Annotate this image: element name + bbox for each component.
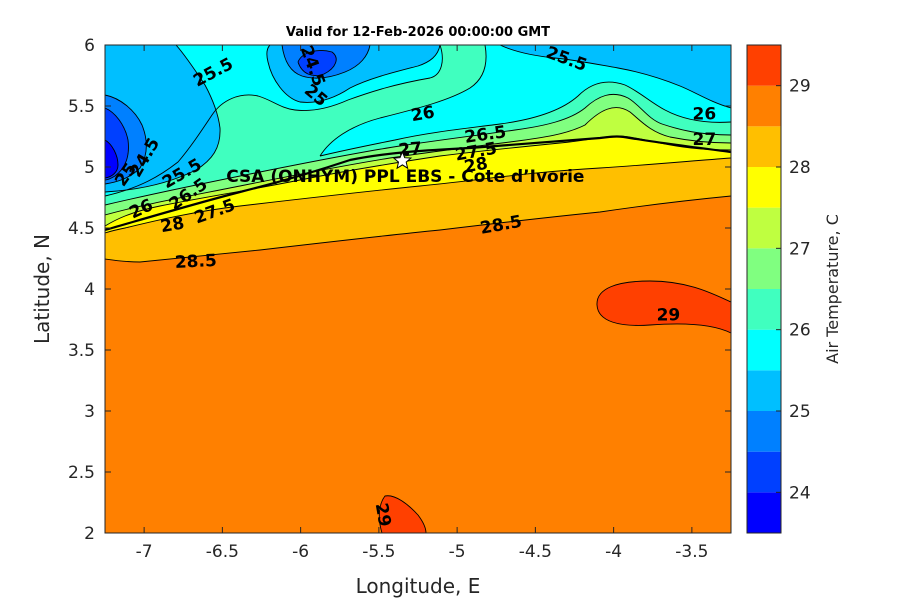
x-tick-label: -4 xyxy=(605,542,622,562)
contour-line-26-5 xyxy=(105,94,731,206)
x-tick-label: -6 xyxy=(292,542,309,562)
contour-label: 26 xyxy=(409,102,436,126)
level-fill-24-0 xyxy=(105,50,337,180)
colorbar-segment xyxy=(747,492,781,533)
colorbar-ticks: 24 25 26 27 28 29 xyxy=(776,77,811,503)
contour-label: 28.5 xyxy=(174,251,217,273)
x-tick-label: -3.5 xyxy=(675,542,708,562)
contour-line-25-5-east xyxy=(499,45,731,109)
contour-line-29-east xyxy=(596,280,731,334)
contour-line-26-east xyxy=(319,45,731,157)
contour-label: 27 xyxy=(693,130,717,150)
level-fill-29-south xyxy=(379,495,426,533)
chart-title: Valid for 12-Feb-2026 00:00:00 GMT xyxy=(286,25,550,40)
contour-line-24-5-mid xyxy=(297,50,337,76)
contour-map xyxy=(105,45,731,533)
coastline xyxy=(105,135,731,232)
y-tick-label: 3 xyxy=(84,402,95,422)
contour-line-29-south xyxy=(378,495,427,533)
contour-label: 28 xyxy=(463,154,490,178)
y-axis-ticks: 2 2.5 3 3.5 4 4.5 5 5.5 6 xyxy=(68,36,731,544)
contour-line-28 xyxy=(105,157,731,234)
colorbar-segment xyxy=(747,167,781,208)
level-fill-29-east xyxy=(596,281,731,333)
colorbar-segment xyxy=(747,207,781,249)
colorbar-tick-label: 24 xyxy=(789,483,811,503)
contour-line-25-west xyxy=(105,94,147,185)
x-tick-label: -7 xyxy=(136,542,153,562)
x-tick-label: -5 xyxy=(449,542,466,562)
contour-line-24-5-west xyxy=(105,107,129,181)
colorbar-tick-label: 25 xyxy=(789,402,811,422)
contour-label: 29 xyxy=(657,306,681,326)
colorbar-tick-label: 28 xyxy=(789,158,811,178)
y-tick-label: 5.5 xyxy=(68,97,95,117)
colorbar-segment xyxy=(747,126,781,167)
level-fill-24-5 xyxy=(105,45,370,184)
site-marker: CSA (ONHYM) PPL EBS - Cote d’Ivorie xyxy=(226,150,584,187)
level-fill-23-5 xyxy=(105,140,118,178)
colorbar-tick-label: 26 xyxy=(789,321,811,341)
colorbar-segment xyxy=(747,45,781,86)
x-tick-label: -6.5 xyxy=(206,542,239,562)
y-tick-label: 4.5 xyxy=(68,219,95,239)
contour-label: 28 xyxy=(159,213,186,237)
contour-line-26-west xyxy=(105,45,443,197)
x-axis-ticks: -7 -6.5 -6 -5.5 -5 -4.5 -4 -3.5 xyxy=(136,45,708,562)
y-tick-label: 3.5 xyxy=(68,341,95,361)
colorbar-tick-label: 29 xyxy=(789,77,811,97)
contour-line-24-west xyxy=(105,139,119,179)
y-tick-label: 6 xyxy=(84,36,95,56)
colorbar-frame xyxy=(746,44,782,534)
level-fill-25-5 xyxy=(105,45,731,196)
contour-label: 29 xyxy=(371,501,395,528)
contour-line-25-mid xyxy=(281,45,371,79)
x-tick-label: -4.5 xyxy=(519,542,552,562)
contour-line-25-5-west xyxy=(105,45,221,193)
contour-label: 26 xyxy=(693,104,717,124)
colorbar-segment xyxy=(747,289,781,330)
x-axis-label: Longitude, E xyxy=(356,574,481,598)
y-tick-label: 4 xyxy=(84,280,95,300)
colorbar-segment xyxy=(747,329,781,371)
contour-line-25-5-mid xyxy=(266,45,441,103)
site-star-icon xyxy=(392,150,413,170)
colorbar-segment xyxy=(747,370,781,411)
contour-line-28-5 xyxy=(105,195,731,263)
y-tick-label: 5 xyxy=(84,158,95,178)
colorbar xyxy=(747,45,781,533)
x-tick-label: -5.5 xyxy=(362,542,395,562)
colorbar-segment xyxy=(747,411,781,452)
site-label: CSA (ONHYM) PPL EBS - Cote d’Ivorie xyxy=(226,167,584,187)
y-axis-label: Latitude, N xyxy=(30,234,54,344)
colorbar-segment xyxy=(747,85,781,127)
y-tick-label: 2 xyxy=(84,524,95,544)
contour-line-27 xyxy=(105,107,731,216)
colorbar-label: Air Temperature, C xyxy=(823,214,842,364)
colorbar-segment xyxy=(747,451,781,493)
level-fill-25-0 xyxy=(105,45,731,192)
colorbar-tick-label: 27 xyxy=(789,239,811,259)
y-tick-label: 2.5 xyxy=(68,463,95,483)
colorbar-segment xyxy=(747,248,781,289)
